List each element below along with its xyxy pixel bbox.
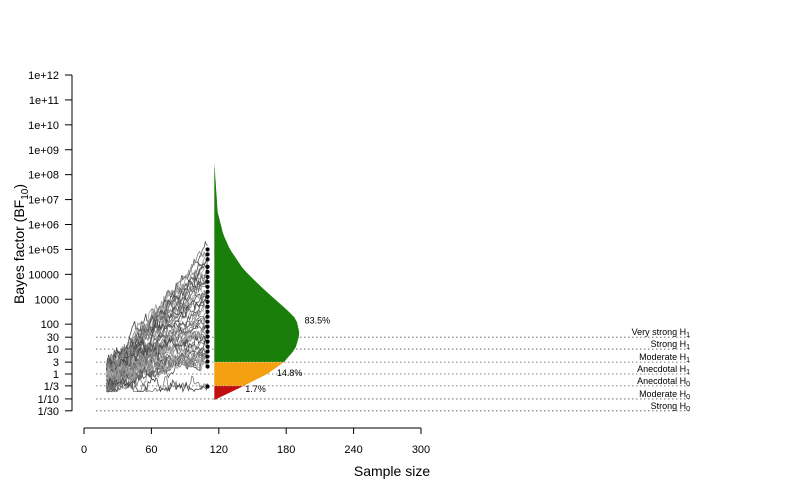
evidence-label: Anecdotal H1 — [637, 364, 690, 376]
y-tick-label: 1e+09 — [28, 145, 59, 157]
x-tick-label: 180 — [277, 444, 295, 456]
y-tick-label: 1e+05 — [28, 244, 59, 256]
y-axis-title: Bayes factor (BF10) — [11, 184, 31, 304]
y-tick-label: 1e+11 — [29, 95, 59, 107]
y-tick-label: 100 — [41, 319, 59, 331]
evidence-label: Very strong H1 — [632, 327, 691, 339]
y-tick-label: 1e+10 — [28, 120, 59, 132]
evidence-label-subscript: 0 — [686, 394, 690, 401]
evidence-label-text: Very strong H — [632, 327, 687, 337]
evidence-label: Strong H1 — [651, 339, 691, 351]
y-tick-label: 1 — [53, 369, 59, 381]
final-bf-point — [205, 334, 210, 339]
final-bf-point — [205, 304, 210, 309]
bf-trajectory-line — [106, 353, 208, 377]
y-axis-ticks: 1e+12 1e+11 1e+10 1e+09 1e+08 1e+07 1e+06 1e+05… — [28, 70, 72, 418]
bf-trajectory-line — [106, 353, 208, 381]
bf-trajectory-line — [106, 262, 208, 386]
final-bf-point — [205, 319, 210, 324]
x-tick-label: 0 — [81, 444, 87, 456]
bf-trajectory-line — [106, 335, 208, 374]
evidence-label-subscript: 0 — [686, 406, 690, 413]
evidence-label-subscript: 1 — [686, 357, 690, 364]
bf-trajectory-line — [106, 376, 208, 393]
evidence-label-text: Anecdotal H — [637, 364, 686, 374]
final-bf-point — [205, 354, 210, 359]
evidence-label-text: Strong H — [651, 339, 687, 349]
evidence-label-text: Anecdotal H — [637, 376, 686, 386]
final-bf-point — [205, 289, 210, 294]
density-percent-label: 83.5% — [305, 315, 331, 325]
final-bf-point — [205, 294, 210, 299]
final-bf-point — [205, 247, 210, 252]
final-bf-point — [205, 349, 210, 354]
x-tick-label: 240 — [344, 444, 362, 456]
final-bf-density — [214, 162, 300, 401]
density-percent-labels: 83.5% 14.8% 1.7% — [245, 315, 330, 394]
x-tick-label: 120 — [210, 444, 228, 456]
final-bf-point — [205, 384, 210, 389]
density-percent-label: 14.8% — [277, 368, 303, 378]
final-bf-point — [205, 274, 210, 279]
x-tick-label: 60 — [145, 444, 157, 456]
y-tick-label: 1e+07 — [28, 195, 59, 207]
y-tick-label: 1e+06 — [28, 220, 59, 232]
density-region-h1 — [214, 162, 300, 363]
final-bf-point — [205, 284, 210, 289]
evidence-label-subscript: 0 — [686, 381, 690, 388]
y-tick-label: 1000 — [35, 294, 59, 306]
final-bf-point — [205, 309, 210, 314]
final-bf-point — [205, 339, 210, 344]
bf-trajectory-line — [106, 299, 208, 392]
y-tick-label: 30 — [47, 332, 59, 344]
evidence-threshold-lines — [96, 336, 690, 412]
evidence-label-subscript: 1 — [686, 369, 690, 376]
final-bf-point — [205, 279, 210, 284]
y-tick-label: 1e+08 — [28, 170, 59, 182]
x-axis-title: Sample size — [354, 463, 430, 479]
bf-trajectory-line — [106, 353, 208, 387]
x-tick-label: 300 — [412, 444, 430, 456]
y-tick-label: 1e+12 — [28, 70, 59, 82]
evidence-label: Anecdotal H0 — [637, 376, 690, 388]
x-axis-ticks: 0 60 120 180 240 300 — [81, 428, 430, 456]
density-region-anecdotal — [214, 362, 284, 386]
final-bf-point — [205, 314, 210, 319]
bf-trajectories — [106, 240, 208, 393]
evidence-label: Moderate H1 — [639, 352, 690, 364]
final-bf-point — [205, 252, 210, 257]
evidence-label-subscript: 1 — [686, 332, 690, 339]
density-region-h0 — [214, 385, 244, 401]
density-percent-label: 1.7% — [245, 384, 266, 394]
bf-trajectory-line — [106, 349, 208, 388]
evidence-label-text: Strong H — [651, 401, 687, 411]
evidence-label-text: Moderate H — [639, 352, 686, 362]
bf-trajectory-line — [106, 298, 208, 371]
y-tick-label: 3 — [53, 357, 59, 369]
final-bf-point — [205, 299, 210, 304]
y-tick-label: 1/30 — [38, 406, 59, 418]
final-bf-point — [205, 364, 210, 369]
final-bf-point — [205, 324, 210, 329]
final-bf-point — [205, 257, 210, 262]
bf-trajectory-line — [106, 316, 208, 385]
final-bf-point — [205, 329, 210, 334]
final-bf-point — [205, 264, 210, 269]
y-tick-label: 1/10 — [38, 394, 59, 406]
final-bf-point — [205, 269, 210, 274]
y-tick-label: 10000 — [28, 269, 59, 281]
y-tick-label: 1/3 — [44, 381, 59, 393]
y-tick-label: 10 — [47, 344, 59, 356]
final-bf-point — [205, 359, 210, 364]
final-bf-points — [205, 247, 210, 389]
evidence-label-subscript: 1 — [686, 344, 690, 351]
evidence-label: Strong H0 — [651, 401, 691, 413]
final-bf-point — [205, 344, 210, 349]
evidence-label: Moderate H0 — [639, 389, 690, 401]
evidence-label-text: Moderate H — [639, 389, 686, 399]
